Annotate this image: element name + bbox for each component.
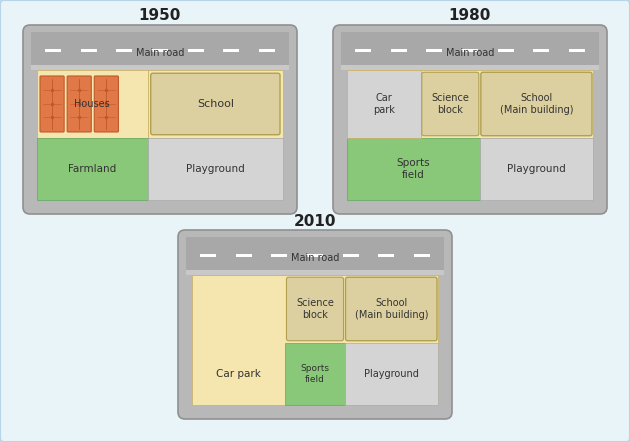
Bar [117, 49, 132, 52]
Text: Playground: Playground [507, 164, 566, 174]
Bar [236, 254, 251, 257]
Bar [343, 254, 358, 257]
Bar [152, 49, 168, 52]
Bar [188, 49, 203, 52]
FancyBboxPatch shape [422, 72, 479, 136]
Bar [147, 70, 283, 138]
FancyBboxPatch shape [94, 76, 118, 132]
Text: Main road: Main road [291, 253, 339, 263]
FancyBboxPatch shape [67, 76, 91, 132]
Bar [272, 254, 287, 257]
Bar [462, 49, 478, 52]
FancyBboxPatch shape [151, 73, 280, 135]
Bar [285, 343, 345, 405]
Text: School: School [197, 99, 234, 109]
FancyBboxPatch shape [481, 72, 592, 136]
Bar [31, 65, 289, 70]
Text: Car park: Car park [216, 369, 261, 379]
Text: Car
park: Car park [373, 93, 395, 115]
Bar [355, 49, 371, 52]
Bar [534, 49, 549, 52]
Bar [192, 275, 438, 405]
Text: Playground: Playground [364, 369, 419, 379]
Text: School
(Main building): School (Main building) [500, 93, 573, 115]
Bar [347, 70, 421, 138]
Bar [45, 49, 61, 52]
Bar [347, 138, 480, 200]
Text: 2010: 2010 [294, 213, 336, 229]
Bar [186, 237, 444, 270]
FancyBboxPatch shape [40, 76, 64, 132]
Bar [147, 138, 283, 200]
Bar [200, 254, 216, 257]
Bar [480, 138, 593, 200]
FancyBboxPatch shape [345, 277, 437, 341]
Bar [341, 32, 599, 65]
Bar [31, 32, 289, 65]
Bar [186, 270, 444, 275]
Text: 1950: 1950 [139, 8, 181, 23]
Text: Main road: Main road [446, 48, 494, 57]
Text: Main road: Main road [136, 48, 184, 57]
Text: Science
block: Science block [296, 298, 334, 320]
Text: Science
block: Science block [432, 93, 469, 115]
Text: Sports
field: Sports field [397, 158, 430, 179]
Bar [37, 70, 147, 138]
Bar [391, 49, 406, 52]
Bar [341, 65, 599, 70]
Text: Farmland: Farmland [68, 164, 117, 174]
Bar [37, 138, 147, 200]
Bar [414, 254, 430, 257]
Bar [81, 49, 96, 52]
Bar [224, 49, 239, 52]
FancyBboxPatch shape [178, 230, 452, 419]
Text: School
(Main building): School (Main building) [355, 298, 428, 320]
Bar [569, 49, 585, 52]
Text: Houses: Houses [74, 99, 110, 109]
FancyBboxPatch shape [23, 25, 297, 214]
Bar [379, 254, 394, 257]
Bar [259, 49, 275, 52]
Text: 1980: 1980 [449, 8, 491, 23]
Bar [345, 343, 438, 405]
FancyBboxPatch shape [287, 277, 343, 341]
Bar [498, 49, 513, 52]
Text: Sports
field: Sports field [301, 364, 329, 384]
Text: Playground: Playground [186, 164, 244, 174]
Bar [347, 70, 593, 138]
Bar [427, 49, 442, 52]
Bar [307, 254, 323, 257]
FancyBboxPatch shape [333, 25, 607, 214]
